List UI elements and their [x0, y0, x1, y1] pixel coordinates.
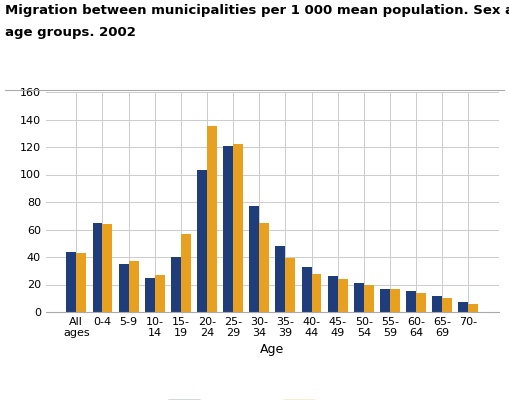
Bar	[259, 223, 269, 312]
Bar	[233, 144, 243, 312]
Legend: Males, Females: Males, Females	[163, 395, 381, 400]
Bar	[119, 264, 129, 312]
Bar	[171, 257, 181, 312]
Bar	[93, 223, 102, 312]
Bar	[432, 296, 442, 312]
Bar	[390, 289, 400, 312]
Bar	[337, 279, 348, 312]
Bar	[364, 284, 374, 312]
Bar	[102, 224, 112, 312]
Bar	[129, 261, 138, 312]
Bar	[249, 206, 259, 312]
Bar	[76, 253, 86, 312]
Bar	[468, 304, 478, 312]
Bar	[207, 126, 217, 312]
Bar	[406, 291, 416, 312]
Bar	[380, 289, 390, 312]
Bar	[312, 274, 322, 312]
Bar	[181, 234, 191, 312]
Bar	[66, 252, 76, 312]
Bar	[275, 246, 286, 312]
Bar	[155, 275, 164, 312]
Bar	[354, 283, 364, 312]
Bar	[197, 170, 207, 312]
X-axis label: Age: Age	[260, 343, 285, 356]
Bar	[416, 293, 426, 312]
Bar	[442, 298, 452, 312]
Bar	[223, 146, 233, 312]
Bar	[286, 258, 295, 312]
Text: Migration between municipalities per 1 000 mean population. Sex and 5-year: Migration between municipalities per 1 0…	[5, 4, 509, 17]
Bar	[145, 278, 155, 312]
Bar	[459, 302, 468, 312]
Bar	[328, 276, 337, 312]
Bar	[301, 267, 312, 312]
Text: age groups. 2002: age groups. 2002	[5, 26, 136, 39]
